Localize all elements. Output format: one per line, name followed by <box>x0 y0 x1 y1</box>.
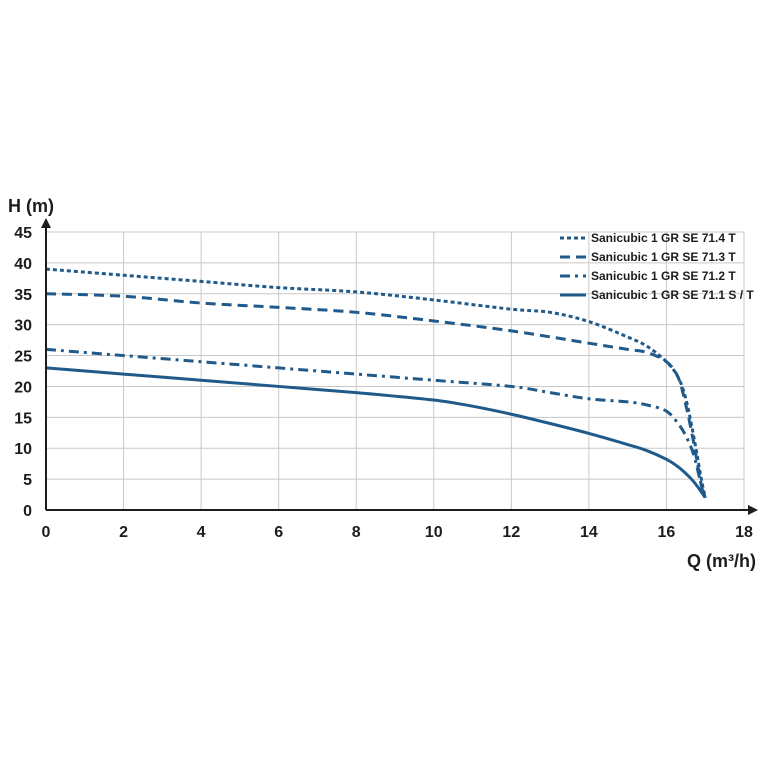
x-tick-label: 16 <box>658 524 676 541</box>
y-tick-label: 20 <box>14 379 32 396</box>
x-tick-label: 4 <box>197 524 206 541</box>
grid <box>46 231 745 510</box>
x-axis-title: Q (m³/h) <box>687 551 756 571</box>
y-axis-title: H (m) <box>8 196 54 216</box>
y-tick-label: 5 <box>23 472 32 489</box>
y-tick-label: 45 <box>14 225 32 242</box>
x-tick-label: 18 <box>735 524 753 541</box>
legend-label-1: Sanicubic 1 GR SE 71.4 T <box>591 231 736 245</box>
legend-label-4: Sanicubic 1 GR SE 71.1 S / T <box>591 288 754 302</box>
legend-label-3: Sanicubic 1 GR SE 71.2 T <box>591 269 736 283</box>
legend: Sanicubic 1 GR SE 71.4 T Sanicubic 1 GR S… <box>560 231 754 302</box>
x-tick-label: 10 <box>425 524 443 541</box>
x-tick-label: 12 <box>502 524 520 541</box>
x-tick-label: 0 <box>42 524 51 541</box>
y-axis-arrow-icon <box>41 218 51 228</box>
y-tick-label: 30 <box>14 318 32 335</box>
x-tick-label: 6 <box>274 524 283 541</box>
y-tick-label: 0 <box>23 503 32 520</box>
y-tick-label: 35 <box>14 287 32 304</box>
y-tick-label: 25 <box>14 349 32 366</box>
series-layer <box>45 267 707 499</box>
tick-labels: 0 2 4 6 8 10 12 14 16 18 0 5 10 15 20 25 30 35 40 45 <box>14 225 753 541</box>
series-line-1 <box>45 267 707 498</box>
y-tick-label: 15 <box>14 410 32 427</box>
axes <box>41 218 758 515</box>
series-line-3 <box>45 347 707 499</box>
y-tick-label: 10 <box>14 441 32 458</box>
x-tick-label: 2 <box>119 524 128 541</box>
x-tick-label: 14 <box>580 524 598 541</box>
series-line-4 <box>45 366 707 499</box>
x-tick-label: 8 <box>352 524 361 541</box>
legend-label-2: Sanicubic 1 GR SE 71.3 T <box>591 250 736 264</box>
series-line-2 <box>45 292 707 499</box>
x-axis-arrow-icon <box>748 505 758 515</box>
y-tick-label: 40 <box>14 256 32 273</box>
